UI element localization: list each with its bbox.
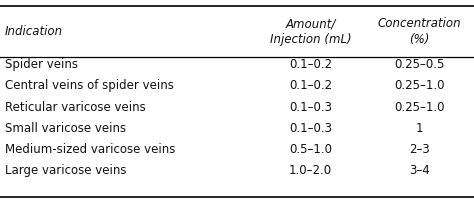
Text: 3–4: 3–4 xyxy=(409,164,430,177)
Text: 0.1–0.3: 0.1–0.3 xyxy=(289,101,332,114)
Text: 0.25–1.0: 0.25–1.0 xyxy=(394,79,445,92)
Text: 0.1–0.2: 0.1–0.2 xyxy=(289,79,332,92)
Text: 0.25–0.5: 0.25–0.5 xyxy=(394,58,445,71)
Text: Large varicose veins: Large varicose veins xyxy=(5,164,126,177)
Text: Small varicose veins: Small varicose veins xyxy=(5,122,126,135)
Text: Medium-sized varicose veins: Medium-sized varicose veins xyxy=(5,143,175,156)
Text: Spider veins: Spider veins xyxy=(5,58,78,71)
Text: 0.1–0.3: 0.1–0.3 xyxy=(289,122,332,135)
Text: 0.25–1.0: 0.25–1.0 xyxy=(394,101,445,114)
Text: Indication: Indication xyxy=(5,25,63,38)
Text: 0.1–0.2: 0.1–0.2 xyxy=(289,58,332,71)
Text: 1: 1 xyxy=(416,122,423,135)
Text: Central veins of spider veins: Central veins of spider veins xyxy=(5,79,173,92)
Text: Concentration
(%): Concentration (%) xyxy=(378,17,461,46)
Text: 0.5–1.0: 0.5–1.0 xyxy=(289,143,332,156)
Text: 1.0–2.0: 1.0–2.0 xyxy=(289,164,332,177)
Text: Amount/
Injection (mL): Amount/ Injection (mL) xyxy=(270,17,351,46)
Text: Reticular varicose veins: Reticular varicose veins xyxy=(5,101,146,114)
Text: 2–3: 2–3 xyxy=(409,143,430,156)
